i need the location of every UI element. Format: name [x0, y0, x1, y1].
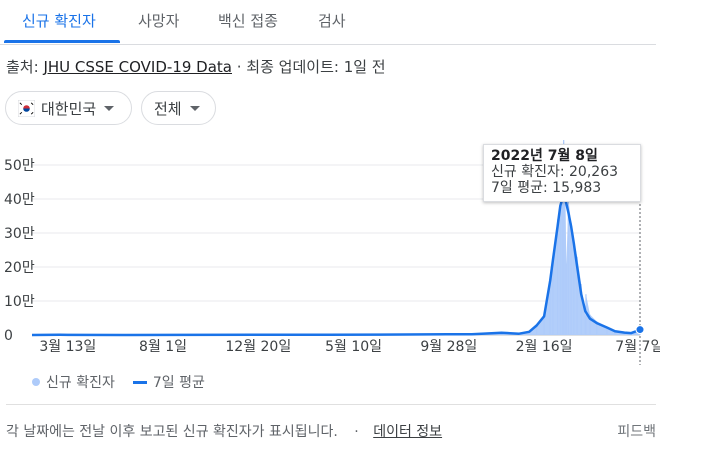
line-legend-swatch [132, 380, 147, 384]
y-tick-label: 10만 [4, 294, 35, 310]
y-tick-label: 40만 [4, 192, 35, 208]
footer-note: 각 날짜에는 전날 이후 보고된 신규 확진자가 표시됩니다. · 데이터 정보 [6, 421, 442, 441]
tab-vaccination[interactable]: 백신 접종 [218, 12, 278, 30]
region-select[interactable]: 대한민국 [5, 91, 132, 125]
range-label: 전체 [154, 99, 182, 118]
data-info-link[interactable]: 데이터 정보 [373, 424, 443, 440]
seven-day-average-line [31, 196, 641, 337]
source-link[interactable]: JHU CSSE COVID-19 Data [43, 58, 232, 76]
y-tick-label: 30만 [4, 226, 35, 242]
chart-legend: 신규 확진자 7일 평균 [32, 372, 205, 392]
tab-deaths[interactable]: 사망자 [138, 12, 180, 30]
bars-legend-swatch [32, 378, 40, 386]
y-axis-labels: 0 10만 20만 30만 40만 50만 [4, 158, 35, 344]
y-tick-label: 50만 [4, 158, 35, 174]
last-updated: · 최종 업데이트: 1일 전 [232, 58, 386, 76]
source-line: 출처: JHU CSSE COVID-19 Data · 최종 업데이트: 1일… [6, 56, 386, 77]
footer-separator: · [354, 424, 359, 440]
korea-flag-icon [18, 99, 35, 117]
footer-divider [6, 404, 656, 405]
x-tick-label: 5월 10일 [325, 339, 382, 355]
hover-marker [635, 200, 645, 365]
chevron-down-icon [104, 105, 115, 111]
x-tick-label: 12월 20일 [225, 339, 291, 355]
cases-chart[interactable]: 0 10만 20만 30만 40만 50만 3월 13일 8월 1일 12월 20일 5월 10… [0, 140, 660, 365]
hover-point [635, 325, 645, 335]
active-tab-indicator [4, 40, 120, 43]
chart-tooltip: 2022년 7월 8일 신규 확진자: 20,263 7일 평균: 15,983 [483, 144, 641, 202]
tab-new-cases[interactable]: 신규 확진자 [22, 12, 96, 30]
tab-bar: 신규 확진자 사망자 백신 접종 검사 [0, 0, 656, 45]
tooltip-new-cases: 신규 확진자: 20,263 [491, 164, 619, 180]
y-tick-label: 20만 [4, 260, 35, 276]
chevron-down-icon [189, 105, 200, 111]
x-tick-label: 9월 28일 [420, 339, 477, 355]
tab-tests[interactable]: 검사 [318, 12, 346, 30]
x-tick-label: 2월 16일 [516, 339, 573, 355]
region-label: 대한민국 [41, 99, 97, 118]
x-axis-labels: 3월 13일 8월 1일 12월 20일 5월 10일 9월 28일 2월 16일 7월 7… [39, 339, 660, 355]
line-legend-label: 7일 평균 [152, 375, 205, 391]
feedback-link[interactable]: 피드백 [617, 424, 656, 440]
x-tick-label: 3월 13일 [39, 339, 96, 355]
y-tick-label: 0 [4, 328, 13, 344]
x-tick-label: 8월 1일 [139, 339, 187, 355]
x-tick-label: 7월 7일 [615, 339, 660, 355]
footer-text: 각 날짜에는 전날 이후 보고된 신규 확진자가 표시됩니다. [6, 424, 338, 440]
source-prefix: 출처: [6, 58, 44, 76]
tooltip-average: 7일 평균: 15,983 [491, 180, 602, 196]
tooltip-date: 2022년 7월 8일 [491, 148, 598, 164]
new-cases-area [32, 140, 640, 335]
seven-day-average-path [31, 196, 641, 337]
bars-legend-label: 신규 확진자 [46, 375, 115, 391]
range-select[interactable]: 전체 [141, 91, 216, 125]
